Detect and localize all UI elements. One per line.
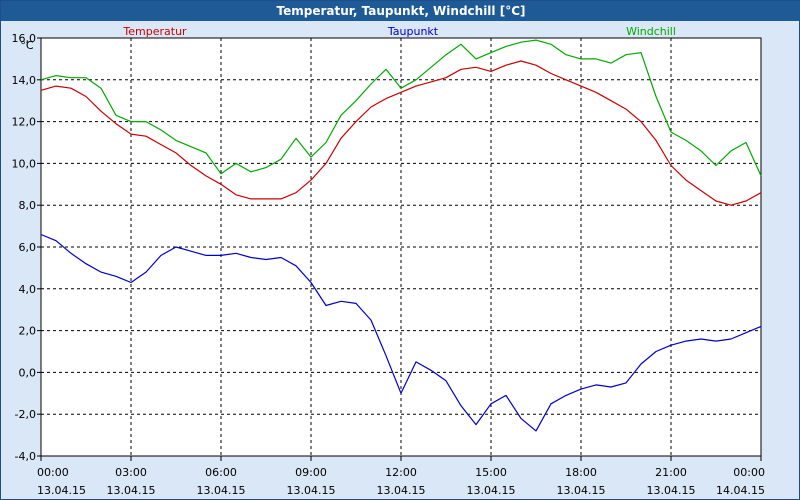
y-tick-label: 8,0 <box>19 199 37 212</box>
x-tick-date: 13.04.15 <box>377 484 426 497</box>
legend-windchill: Windchill <box>626 25 676 38</box>
y-tick-label: 16,0 <box>12 32 37 45</box>
x-tick-time: 00:00 <box>37 466 69 479</box>
x-tick-time: 18:00 <box>565 466 597 479</box>
x-tick-time: 00:00 <box>733 466 765 479</box>
y-tick-label: 10,0 <box>12 157 37 170</box>
y-tick-label: 14,0 <box>12 74 37 87</box>
series-line-temperatur <box>40 60 762 206</box>
x-tick-time: 21:00 <box>655 466 687 479</box>
chart-title: Temperatur, Taupunkt, Windchill [°C] <box>1 1 800 21</box>
y-tick-label: 4,0 <box>19 283 37 296</box>
x-tick-time: 09:00 <box>295 466 327 479</box>
x-tick-date: 13.04.15 <box>467 484 516 497</box>
x-tick-date: 13.04.15 <box>647 484 696 497</box>
x-tick-time: 12:00 <box>385 466 417 479</box>
x-tick-date: 14.04.15 <box>716 484 765 497</box>
y-tick-label: 2,0 <box>19 325 37 338</box>
y-tick-label: -2,0 <box>15 408 36 421</box>
series-line-windchill <box>40 39 762 177</box>
y-tick-label: 12,0 <box>12 116 37 129</box>
y-axis-label: °C <box>20 39 34 52</box>
y-tick-label: -4,0 <box>15 450 36 463</box>
x-tick-date: 13.04.15 <box>197 484 246 497</box>
x-tick-date: 13.04.15 <box>37 484 86 497</box>
x-tick-time: 15:00 <box>475 466 507 479</box>
series-line-taupunkt <box>40 233 762 432</box>
legend-temperatur: Temperatur <box>122 25 187 38</box>
x-tick-date: 13.04.15 <box>557 484 606 497</box>
x-tick-time: 03:00 <box>115 466 147 479</box>
legend-taupunkt: Taupunkt <box>387 25 439 38</box>
x-tick-date: 13.04.15 <box>107 484 156 497</box>
x-tick-time: 06:00 <box>205 466 237 479</box>
y-tick-label: 0,0 <box>19 366 37 379</box>
y-tick-label: 6,0 <box>19 241 37 254</box>
x-tick-date: 13.04.15 <box>287 484 336 497</box>
